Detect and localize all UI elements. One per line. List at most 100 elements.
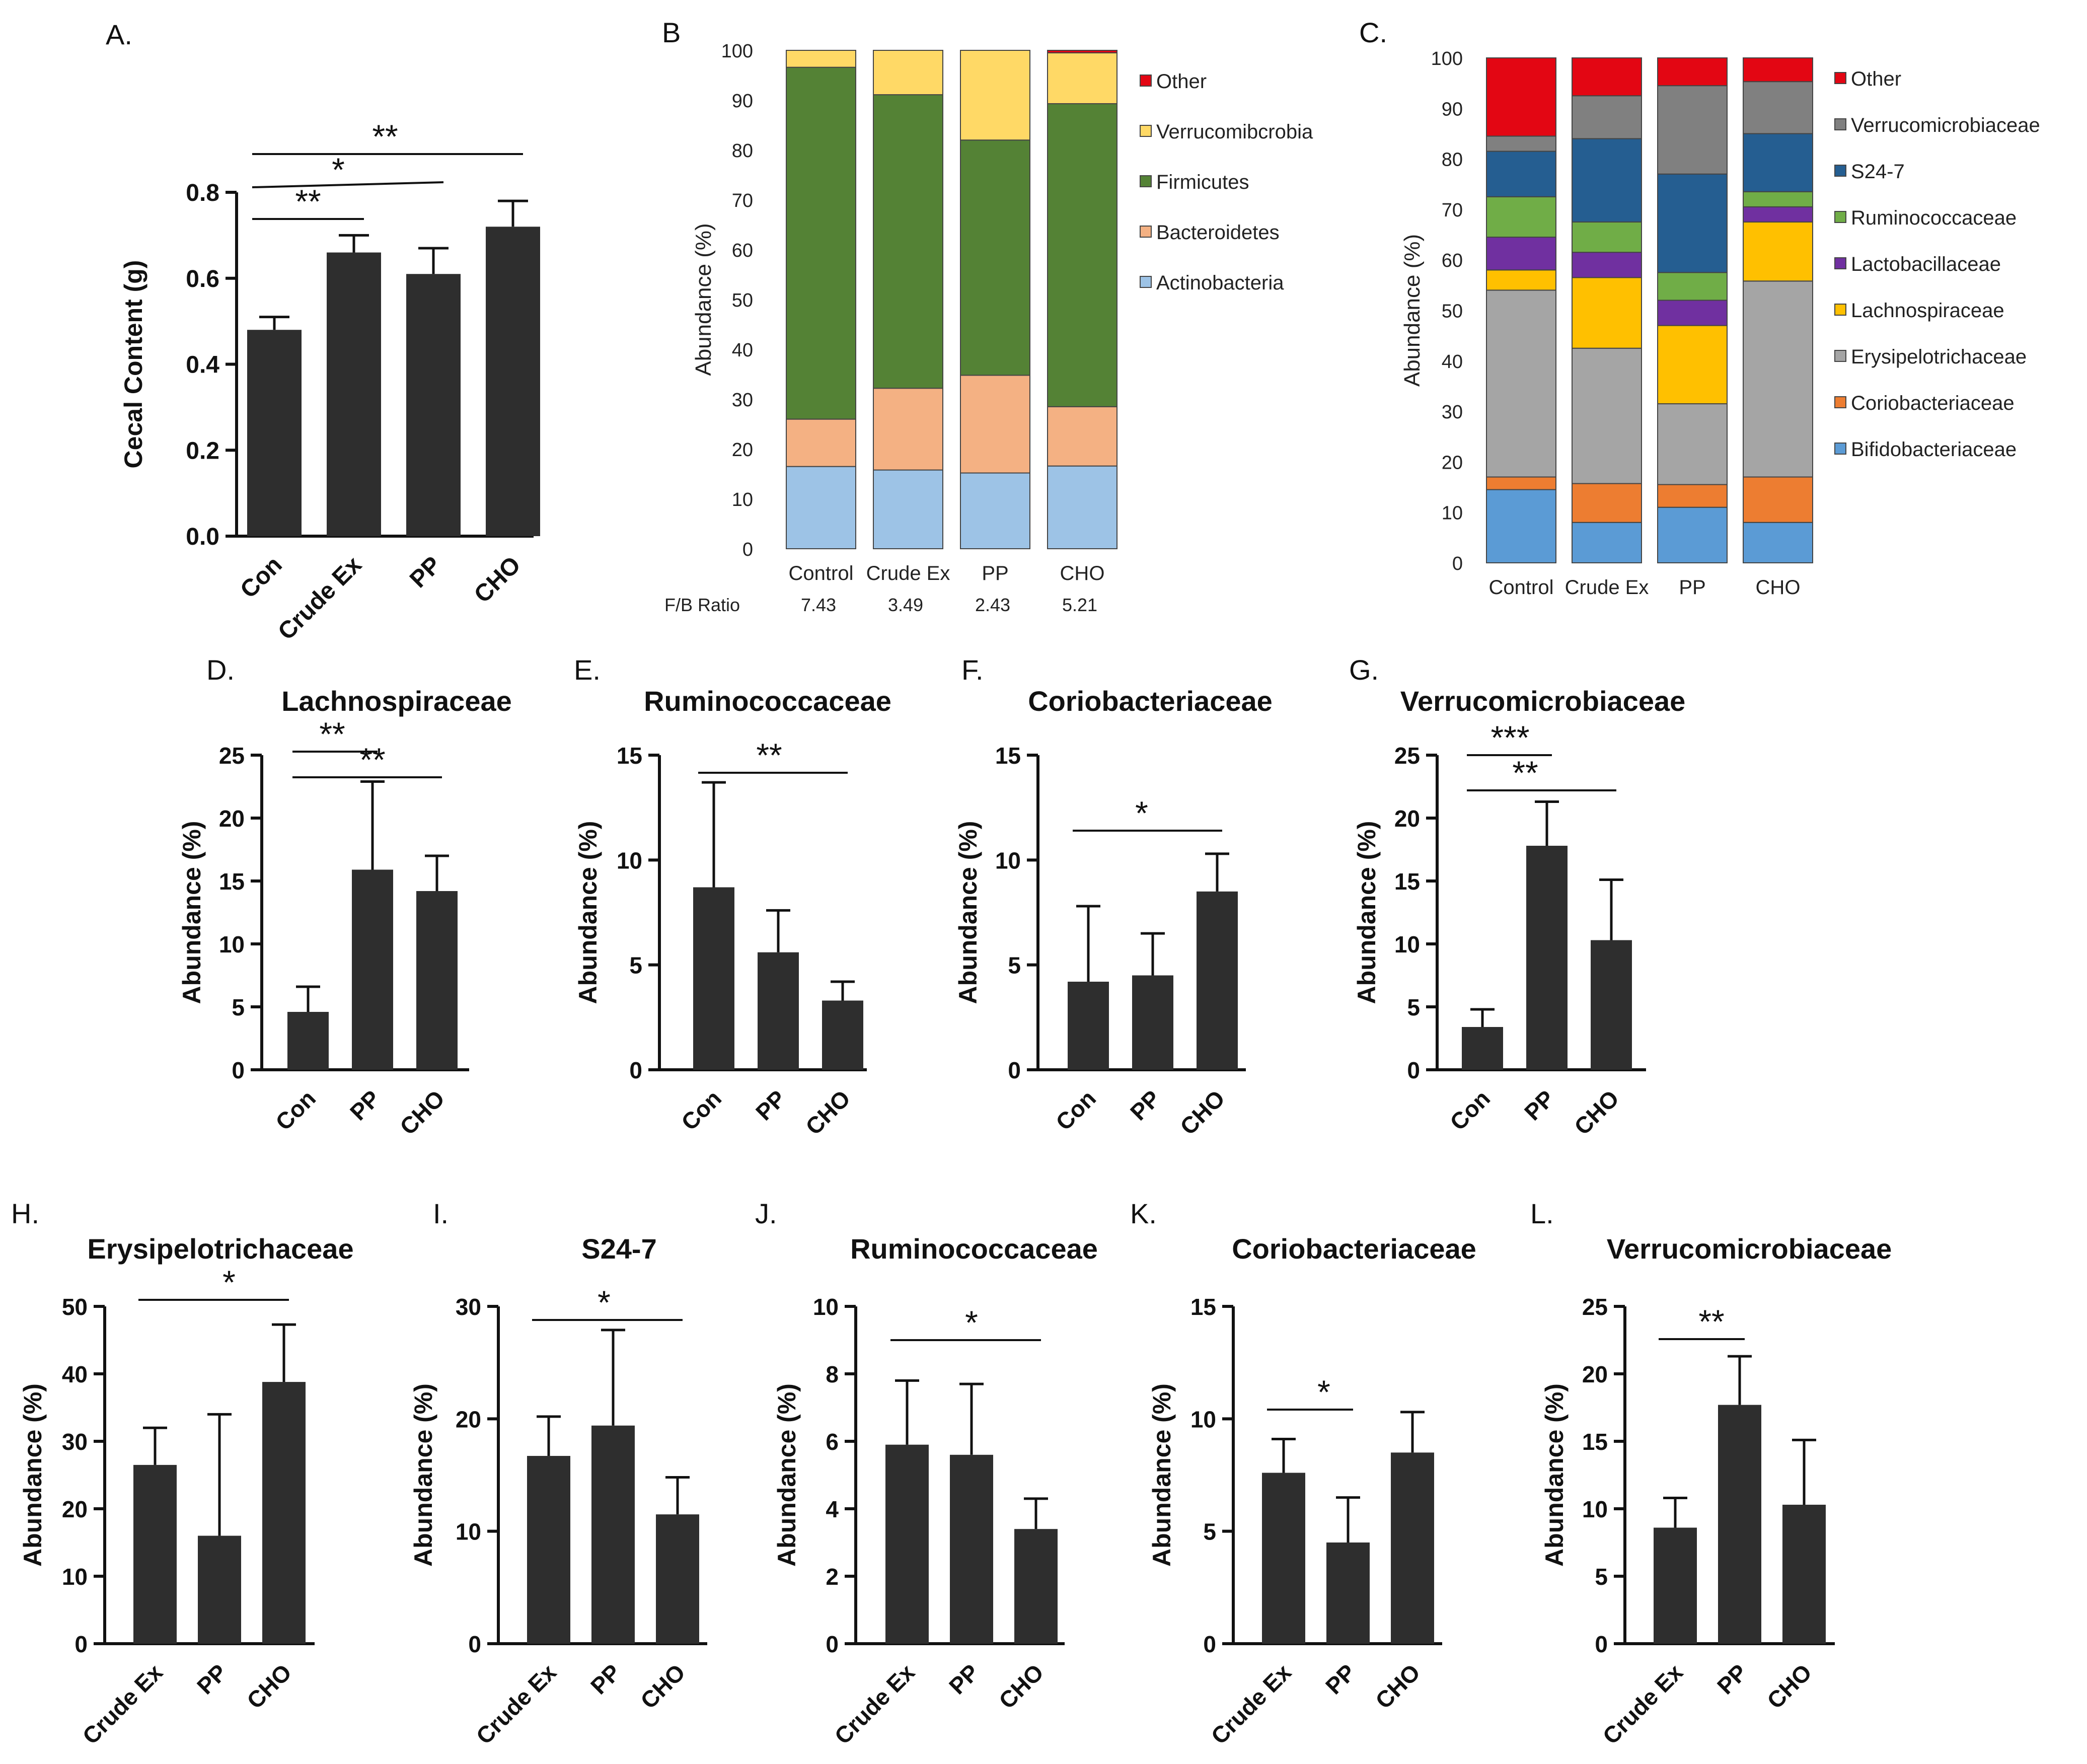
legend-label: Other bbox=[1851, 68, 1901, 90]
significance-stars: * bbox=[332, 151, 345, 188]
x-tick-label: Control bbox=[789, 562, 854, 584]
stack-segment bbox=[1486, 135, 1556, 152]
y-tick-label: 10 bbox=[617, 847, 642, 873]
y-axis-label: Abundance (%) bbox=[409, 1383, 437, 1567]
x-tick-label: CHO bbox=[800, 1085, 855, 1140]
bar bbox=[1197, 891, 1238, 1070]
bar bbox=[1591, 940, 1632, 1070]
x-tick-label: Con bbox=[676, 1085, 726, 1135]
x-tick-label: Con bbox=[235, 551, 287, 603]
y-tick-label: 20 bbox=[1582, 1361, 1608, 1387]
stack-segment bbox=[960, 375, 1030, 474]
stack-segment bbox=[1486, 196, 1556, 238]
legend-swatch bbox=[1834, 304, 1846, 316]
x-tick-label: CHO bbox=[1175, 1085, 1230, 1140]
bar bbox=[327, 252, 381, 536]
y-tick-label: 10 bbox=[995, 847, 1021, 873]
legend-swatch bbox=[1140, 226, 1152, 238]
stack-segment bbox=[1486, 57, 1556, 137]
bar bbox=[1782, 1504, 1826, 1644]
chart-title: Lachnospiraceae bbox=[281, 685, 512, 717]
y-tick-label: 20 bbox=[219, 805, 245, 832]
stack-segment bbox=[1657, 173, 1728, 273]
y-tick-label: 15 bbox=[1394, 868, 1420, 895]
y-tick-label: 90 bbox=[1442, 99, 1463, 120]
x-tick-label: Crude Ex bbox=[866, 562, 950, 584]
y-tick-label: 0 bbox=[232, 1057, 245, 1083]
stack-segment bbox=[1572, 252, 1642, 278]
chart-title: Verrucomicrobiaceae bbox=[1400, 685, 1686, 717]
y-axis-label: Abundance (%) bbox=[178, 821, 206, 1004]
y-tick-label: 20 bbox=[732, 439, 753, 461]
bar bbox=[133, 1464, 177, 1644]
bar bbox=[1391, 1452, 1434, 1644]
stack-segment bbox=[786, 50, 856, 68]
y-axis-label: Abundance (%) bbox=[19, 1383, 47, 1567]
stack-segment bbox=[1047, 52, 1117, 104]
legend-swatch bbox=[1834, 72, 1846, 84]
legend-label: Actinobacteria bbox=[1156, 272, 1284, 294]
y-tick-label: 10 bbox=[1190, 1406, 1216, 1432]
y-tick-label: 20 bbox=[1394, 805, 1420, 832]
y-axis-label: Abundance (%) bbox=[1353, 821, 1381, 1004]
significance-stars: * bbox=[1317, 1373, 1330, 1411]
x-tick-label: CHO bbox=[1569, 1085, 1624, 1140]
stack-segment bbox=[1743, 81, 1813, 134]
stack-segment bbox=[1657, 403, 1728, 485]
y-tick-label: 15 bbox=[617, 743, 642, 769]
chart-title: Ruminococcaceae bbox=[644, 685, 891, 717]
y-tick-label: 0 bbox=[468, 1631, 481, 1657]
x-tick-label: PP bbox=[982, 562, 1008, 584]
y-tick-label: 50 bbox=[732, 290, 753, 311]
x-tick-label: Control bbox=[1489, 576, 1554, 599]
y-tick-label: 5 bbox=[1595, 1564, 1608, 1590]
x-tick-label: PP bbox=[1125, 1085, 1165, 1125]
y-tick-label: 30 bbox=[732, 390, 753, 411]
fb-ratio-label: F/B Ratio bbox=[664, 595, 740, 615]
y-tick-label: 10 bbox=[1394, 931, 1420, 958]
stack-segment bbox=[1743, 206, 1813, 223]
stack-segment bbox=[1572, 483, 1642, 523]
fb-ratio-value: 7.43 bbox=[801, 595, 836, 615]
significance-stars: * bbox=[222, 1264, 236, 1301]
x-tick-label: PP bbox=[1320, 1659, 1361, 1699]
x-tick-label: PP bbox=[751, 1085, 791, 1125]
y-tick-label: 20 bbox=[456, 1406, 481, 1432]
stack-segment bbox=[1572, 138, 1642, 223]
stack-segment bbox=[1657, 484, 1728, 508]
bar bbox=[1132, 975, 1173, 1070]
legend-label: Verrucomicrobiaceae bbox=[1851, 114, 2040, 136]
y-tick-label: 25 bbox=[1394, 743, 1420, 769]
stack-segment bbox=[873, 94, 943, 389]
y-tick-label: 80 bbox=[732, 140, 753, 162]
stack-segment bbox=[786, 466, 856, 550]
x-tick-label: CHO bbox=[395, 1085, 450, 1140]
y-tick-label: 5 bbox=[1407, 994, 1420, 1020]
legend-label: Coriobacteriaceae bbox=[1851, 392, 2015, 414]
y-tick-label: 0 bbox=[1203, 1631, 1216, 1657]
panel-i: I. S24-7 0 10 20 30 Abundance (%) Crude Ex PP CHO… bbox=[409, 1198, 707, 1749]
y-tick-label: 2 bbox=[826, 1564, 839, 1590]
x-tick-label: Crude Ex bbox=[829, 1659, 920, 1749]
panel-b: B 0 10 20 30 40 50 60 70 80 90 100 Abundance (%) Cont… bbox=[662, 17, 1313, 615]
chart-title: Ruminococcaceae bbox=[850, 1233, 1098, 1265]
y-axis-label: Abundance (%) bbox=[574, 821, 602, 1004]
legend-swatch bbox=[1834, 350, 1846, 362]
stack-segment bbox=[1572, 57, 1642, 97]
y-tick-label: 30 bbox=[62, 1429, 88, 1455]
y-tick-label: 5 bbox=[629, 952, 642, 979]
y-tick-label: 0 bbox=[629, 1057, 642, 1083]
legend-swatch bbox=[1834, 443, 1846, 455]
y-tick-label: 10 bbox=[456, 1519, 481, 1545]
y-tick-label: 10 bbox=[732, 489, 753, 510]
y-axis-label: Abundance (%) bbox=[954, 821, 982, 1004]
panel-f: F. Coriobacteriaceae 0 5 10 15 Abundance (%) Co… bbox=[954, 654, 1273, 1140]
y-tick-label: 90 bbox=[732, 91, 753, 112]
legend-swatch bbox=[1140, 175, 1152, 187]
stack-segment bbox=[1657, 300, 1728, 326]
x-tick-label: Crude Ex bbox=[77, 1659, 168, 1749]
panel-l: L. Verrucomicrobiaceae 0 5 10 15 20 25 Abundance… bbox=[1530, 1198, 1892, 1749]
x-tick-label: PP bbox=[585, 1659, 626, 1699]
legend-label: Bacteroidetes bbox=[1156, 222, 1280, 244]
